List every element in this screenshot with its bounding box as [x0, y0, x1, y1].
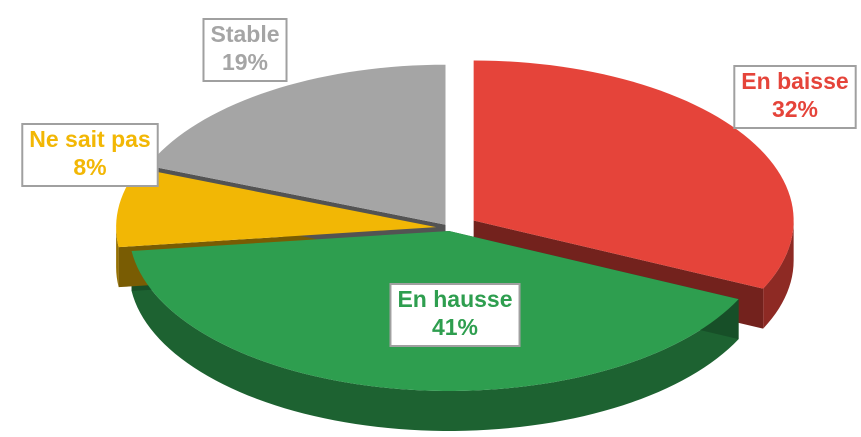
label-value: 41%: [432, 314, 478, 340]
label-name: En baisse: [741, 68, 848, 94]
slice-side: [763, 220, 794, 329]
label-box: [202, 18, 288, 82]
slice-side: [131, 251, 739, 431]
label-box: [389, 283, 521, 347]
slice: [116, 168, 437, 248]
label-name: En hausse: [397, 286, 512, 312]
label-value: 19%: [222, 49, 268, 75]
label-value: 32%: [772, 96, 818, 122]
slice: [147, 64, 446, 225]
label-box: [733, 65, 857, 129]
label-box: [21, 123, 159, 187]
label-name: Ne sait pas: [29, 126, 150, 152]
slice-side: [116, 227, 119, 288]
label-value: 8%: [73, 154, 106, 180]
slice: [473, 60, 794, 289]
label-name: Stable: [210, 21, 279, 47]
